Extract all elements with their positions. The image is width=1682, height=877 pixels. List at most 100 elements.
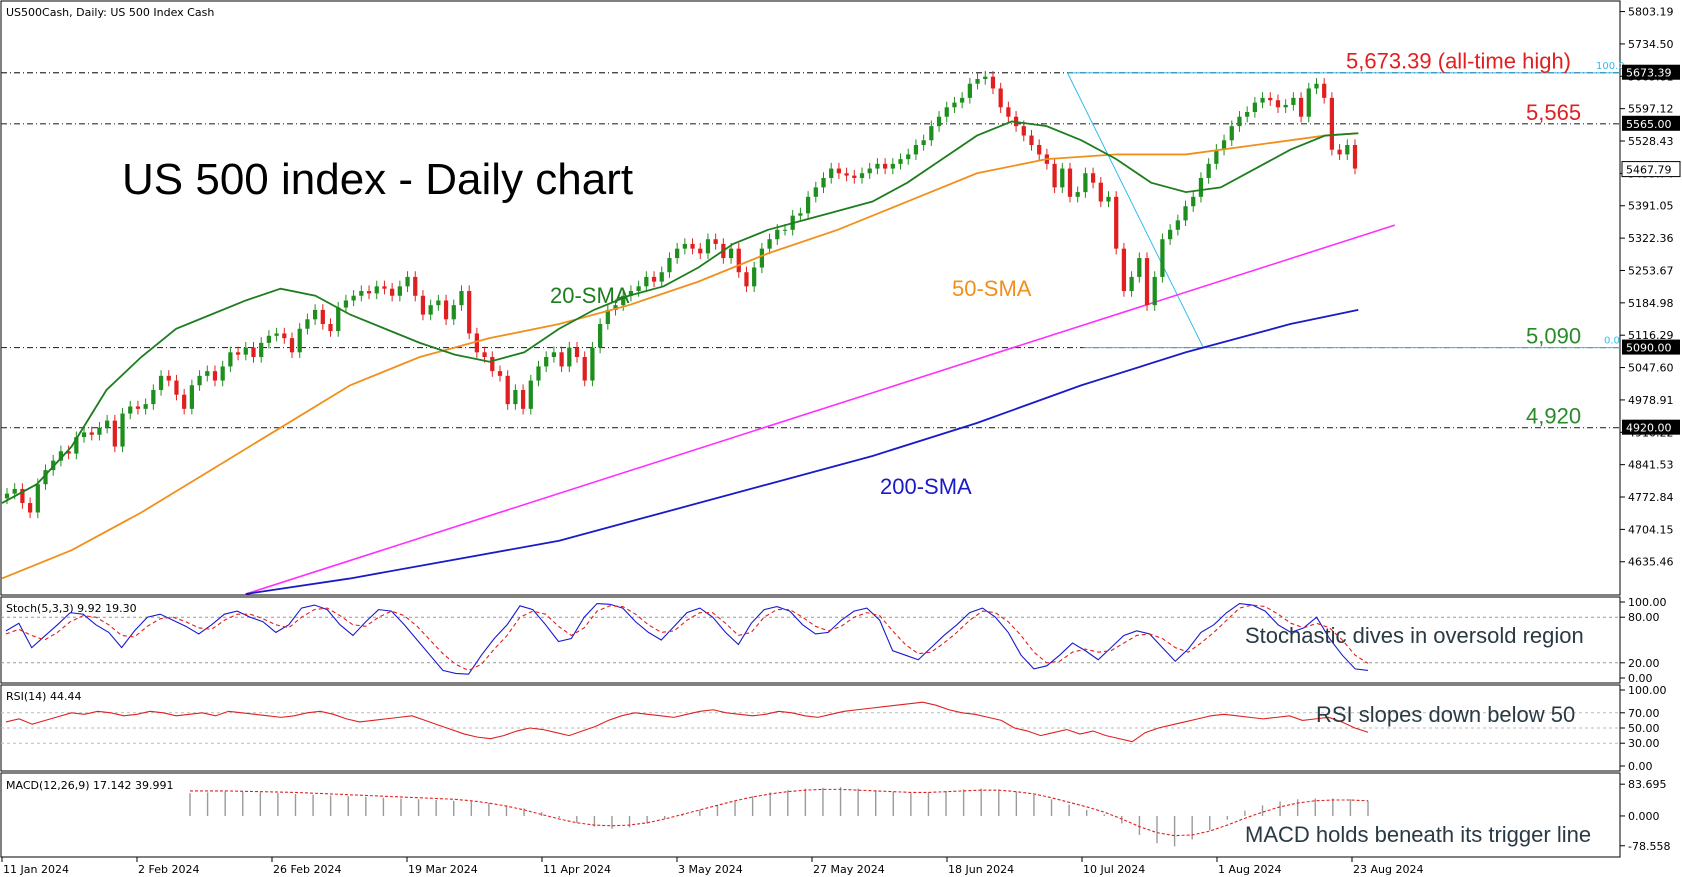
candle-body	[898, 159, 903, 164]
candle-body	[975, 79, 980, 84]
candle-body	[836, 168, 842, 174]
candle-body	[428, 305, 433, 315]
candle-body	[474, 333, 479, 353]
price-axis-label: 4841.53	[1628, 459, 1674, 472]
candle-body	[320, 309, 325, 325]
candle-body	[66, 451, 71, 454]
level-axis-box	[1622, 339, 1680, 355]
macd-annotation: MACD holds beneath its trigger line	[1245, 822, 1591, 847]
price-axis-label: 5803.19	[1628, 6, 1674, 19]
price-axis-label: 4772.84	[1628, 491, 1674, 504]
sma-50-label: 50-SMA	[952, 276, 1032, 301]
chart-title: US 500 index - Daily chart	[122, 155, 633, 204]
candle-body	[1083, 173, 1088, 193]
candle-body	[305, 319, 310, 329]
candle-body	[1229, 126, 1234, 141]
candle-body	[1144, 258, 1150, 306]
candle-body	[443, 300, 449, 320]
rsi-axis-label: 30.00	[1628, 737, 1660, 750]
stoch-annotation: Stochastic dives in oversold region	[1245, 623, 1584, 648]
candle-body	[1322, 83, 1327, 98]
candle-body	[1021, 126, 1026, 136]
level-axis-label: 5090.00	[1626, 342, 1672, 355]
candle-body	[852, 175, 857, 178]
date-axis-label: 27 May 2024	[813, 863, 885, 876]
rsi-axis-label: 70.00	[1628, 707, 1660, 720]
candle-body	[605, 309, 610, 325]
candle-body	[27, 503, 33, 513]
candle-body	[359, 291, 364, 296]
candle-body	[128, 406, 133, 414]
price-axis-label: 5253.67	[1628, 264, 1674, 277]
candle-body	[405, 276, 410, 287]
candle-body	[1175, 220, 1180, 230]
date-axis-label: 3 May 2024	[678, 863, 743, 876]
level-axis-box	[1622, 64, 1680, 80]
price-axis-label: 4978.91	[1628, 394, 1674, 407]
candle-body	[97, 427, 102, 435]
candle-body	[143, 404, 148, 409]
candle-body	[1106, 196, 1111, 202]
candle-body	[135, 406, 141, 409]
candle-body	[467, 291, 472, 334]
candle-body	[682, 243, 687, 249]
candle-body	[497, 371, 503, 376]
candle-body	[1329, 97, 1335, 150]
stoch-axis-label: 100.00	[1628, 596, 1667, 609]
candle-body	[621, 295, 626, 306]
candle-body	[675, 248, 680, 259]
date-axis-label: 19 Mar 2024	[408, 863, 478, 876]
candle-body	[243, 347, 248, 355]
date-axis-label: 26 Feb 2024	[273, 863, 341, 876]
candle-body	[513, 389, 518, 405]
candle-body	[551, 352, 557, 358]
candle-body	[967, 83, 972, 98]
candle-body	[1137, 258, 1142, 277]
candle-body	[520, 389, 526, 409]
stoch-axis-label: 20.00	[1628, 657, 1660, 670]
candle-body	[1090, 173, 1096, 183]
candle-body	[490, 357, 495, 372]
candle-body	[259, 342, 264, 358]
rsi-line	[5, 701, 1369, 743]
candle-body	[936, 116, 942, 127]
level-label: 5,565	[1526, 100, 1581, 125]
candle-body	[374, 286, 379, 294]
candle-body	[744, 272, 749, 287]
candle-body	[1198, 177, 1204, 197]
candle-body	[1345, 144, 1350, 155]
candle-body	[636, 286, 641, 292]
candle-body	[713, 239, 718, 244]
candle-body	[382, 286, 387, 289]
candle-body	[1306, 88, 1311, 117]
candle-body	[397, 286, 402, 296]
candle-body	[482, 352, 487, 358]
candle-body	[58, 451, 64, 461]
candle-body	[752, 267, 757, 287]
candle-body	[698, 248, 703, 254]
stoch-axis-label: 0.00	[1628, 672, 1653, 685]
stoch-k-line	[5, 602, 1369, 675]
candle-body	[366, 291, 372, 294]
candle-body	[289, 338, 295, 353]
candle-body	[944, 107, 949, 117]
price-axis-label: 5391.05	[1628, 200, 1674, 213]
candle-body	[644, 276, 649, 287]
candle-body	[667, 258, 672, 273]
candle-body	[1214, 149, 1219, 164]
candle-body	[990, 76, 996, 89]
candle-body	[590, 347, 595, 381]
candle-body	[1129, 276, 1134, 292]
candle-body	[89, 432, 94, 435]
level-axis-label: 5565.00	[1626, 118, 1672, 131]
candle-body	[705, 239, 711, 254]
rsi-axis-label: 0.00	[1628, 760, 1653, 773]
candle-body	[890, 163, 895, 169]
candle-body	[81, 432, 87, 438]
candle-body	[613, 305, 618, 310]
candle-body	[189, 385, 194, 409]
candle-body	[921, 140, 926, 145]
sma-200-label: 200-SMA	[880, 474, 972, 499]
candle-body	[844, 173, 849, 176]
symbol-header: US500Cash, Daily: US 500 Index Cash	[6, 6, 214, 19]
